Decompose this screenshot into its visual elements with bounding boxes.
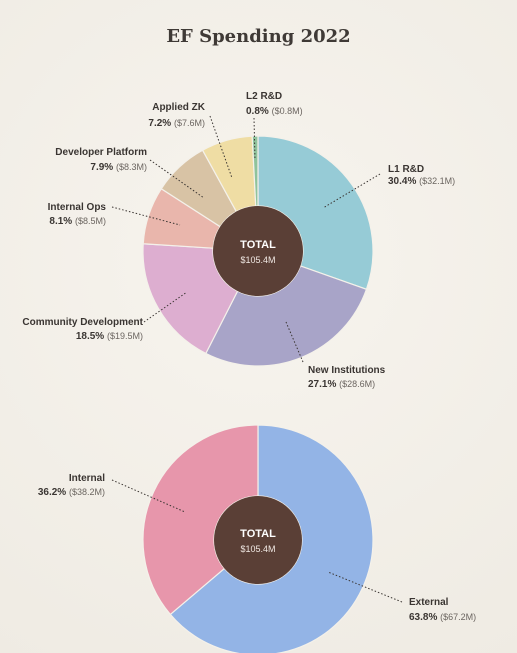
slice-label-l2-r-d: L2 R&D [246, 91, 282, 102]
leader-line-l1-r-d [322, 173, 381, 209]
slice-value-l1-r-d: 30.4% ($32.1M) [388, 176, 455, 187]
slice-amount: ($7.6M) [174, 118, 205, 128]
slice-amount: ($0.8M) [272, 106, 303, 116]
slice-value-external: 63.8% ($67.2M) [409, 612, 476, 623]
slice-value-developer-platform: 7.9% ($8.3M) [90, 162, 147, 173]
slice-amount: ($28.6M) [339, 379, 375, 389]
slice-amount: ($19.5M) [107, 331, 143, 341]
slice-percent: 27.1% [308, 379, 339, 390]
chart-title: EF Spending 2022 [166, 26, 351, 47]
slice-percent: 8.1% [49, 216, 75, 227]
slice-percent: 36.2% [38, 487, 69, 498]
slice-percent: 30.4% [388, 176, 419, 187]
slice-label-external: External [409, 597, 449, 608]
center-total-value: $105.4M [240, 544, 275, 554]
slice-amount: ($8.5M) [75, 216, 106, 226]
slice-percent: 63.8% [409, 612, 440, 623]
leader-line-internal [111, 479, 186, 513]
slice-label-l1-r-d: L1 R&D [388, 164, 424, 175]
center-total-value: $105.4M [240, 255, 275, 265]
slice-label-internal-ops: Internal Ops [48, 202, 107, 213]
leader-line-l2-r-d [253, 117, 256, 161]
slice-label-community-development: Community Development [22, 317, 143, 328]
slice-new-institutions[interactable] [204, 265, 368, 367]
slice-value-internal: 36.2% ($38.2M) [38, 487, 105, 498]
slice-amount: ($38.2M) [69, 487, 105, 497]
slice-percent: 7.9% [90, 162, 116, 173]
slice-percent: 18.5% [76, 331, 107, 342]
slice-label-developer-platform: Developer Platform [55, 147, 147, 158]
leader-line-external [327, 571, 403, 603]
slice-label-new-institutions: New Institutions [308, 365, 386, 376]
slice-label-internal: Internal [69, 473, 105, 484]
slice-value-internal-ops: 8.1% ($8.5M) [49, 216, 106, 227]
center-total-label: TOTAL [240, 528, 276, 540]
slice-amount: ($32.1M) [419, 176, 455, 186]
slice-label-applied-zk: Applied ZK [152, 102, 206, 113]
leader-line-developer-platform [149, 159, 205, 199]
center-hole [213, 206, 303, 296]
slice-amount: ($67.2M) [440, 612, 476, 622]
leader-line-new-institutions [285, 321, 304, 363]
slice-value-new-institutions: 27.1% ($28.6M) [308, 379, 375, 390]
slice-external[interactable] [169, 424, 374, 653]
slice-value-l2-r-d: 0.8% ($0.8M) [246, 106, 303, 117]
leader-line-internal-ops [111, 206, 181, 226]
slice-percent: 0.8% [246, 106, 272, 117]
slice-value-applied-zk: 7.2% ($7.6M) [148, 118, 205, 129]
center-total-label: TOTAL [240, 239, 276, 251]
slice-amount: ($8.3M) [116, 162, 147, 172]
donut-chart-2: TOTAL $105.4M External 63.8% ($67.2M) Intern… [38, 424, 476, 653]
slice-value-community-development: 18.5% ($19.5M) [76, 331, 143, 342]
leader-line-applied-zk [209, 115, 233, 179]
slice-percent: 7.2% [148, 118, 174, 129]
donut-chart-1: TOTAL $105.4M L1 R&D30.4% ($32.1M) New Inst… [22, 91, 455, 390]
center-hole [214, 496, 302, 584]
